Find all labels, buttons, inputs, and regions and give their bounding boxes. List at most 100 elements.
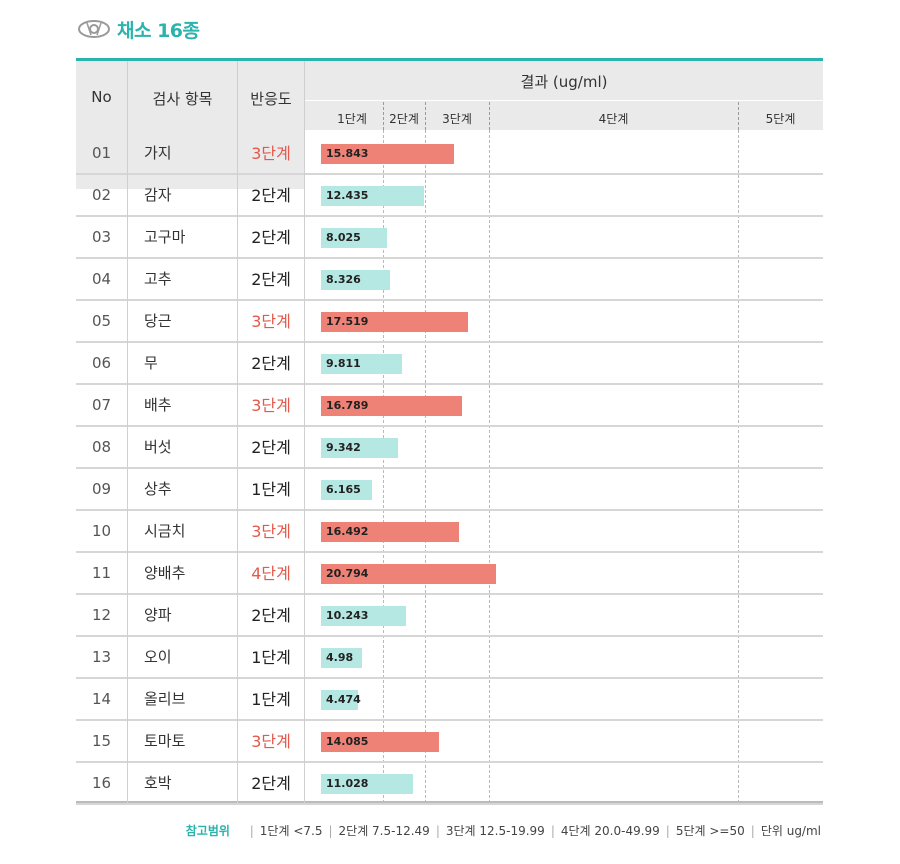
stage-gridline: [425, 130, 426, 803]
item-name: 올리브: [144, 690, 186, 708]
table-row: 11 양배추 4단계 20.794: [76, 553, 823, 595]
result-value: 10.243: [326, 609, 369, 622]
table-row: 06 무 2단계 9.811: [76, 343, 823, 385]
result-value: 15.843: [326, 147, 369, 160]
result-value: 16.789: [326, 399, 369, 412]
result-bar: [321, 228, 388, 248]
reaction-level: 1단계: [251, 690, 291, 709]
row-divider: [76, 383, 823, 385]
row-divider: [76, 215, 823, 217]
result-bar: [321, 648, 363, 668]
result-bar: [321, 522, 460, 542]
reaction-level: 1단계: [251, 480, 291, 499]
result-value: 4.474: [326, 693, 361, 706]
item-name: 고구마: [144, 228, 186, 246]
stage-label: 2단계: [389, 112, 419, 126]
table-row: 10 시금치 3단계 16.492: [76, 511, 823, 553]
stage-gridline: [489, 130, 490, 803]
column-separator: [304, 61, 305, 803]
footer-separator: |: [249, 824, 254, 838]
header-item-label: 검사 항목: [152, 90, 213, 108]
row-number: 12: [91, 606, 112, 624]
section-title: 채소 16종: [117, 19, 200, 42]
item-name: 가지: [144, 144, 172, 162]
table-row: 03 고구마 2단계 8.025: [76, 217, 823, 259]
table-row: 12 양파 2단계 10.243: [76, 595, 823, 637]
row-divider: [76, 719, 823, 721]
result-value: 20.794: [326, 567, 369, 580]
item-name: 고추: [144, 270, 172, 288]
item-name: 시금치: [144, 522, 186, 540]
table-top-border: [76, 58, 823, 61]
row-divider: [76, 509, 823, 511]
row-number: 13: [91, 648, 112, 666]
reference-range: 3단계 12.5-19.99: [445, 824, 545, 838]
row-number: 15: [91, 732, 112, 750]
result-value: 12.435: [326, 189, 369, 202]
result-bar: [321, 270, 390, 290]
row-number: 16: [91, 774, 112, 792]
reference-range: 2단계 7.5-12.49: [338, 824, 430, 838]
result-bar: [321, 564, 496, 584]
table-bottom-border: [76, 801, 823, 803]
row-number: 02: [91, 186, 112, 204]
row-number: 10: [91, 522, 112, 540]
result-bar: [321, 186, 425, 206]
result-bar: [321, 732, 439, 752]
footer-separator: |: [328, 824, 333, 838]
row-divider: [76, 551, 823, 553]
table-row: 15 토마토 3단계 14.085: [76, 721, 823, 763]
reaction-level: 2단계: [251, 186, 291, 205]
item-name: 상추: [144, 480, 172, 498]
result-value: 9.342: [326, 441, 361, 454]
header-reaction: 반응도: [238, 61, 304, 189]
row-divider: [76, 341, 823, 343]
result-value: 14.085: [326, 735, 369, 748]
reaction-level: 2단계: [251, 606, 291, 625]
result-bar: [321, 354, 403, 374]
row-divider: [76, 635, 823, 637]
result-bar: [321, 438, 399, 458]
table-row: 13 오이 1단계 4.98: [76, 637, 823, 679]
column-separator: [237, 61, 238, 803]
reaction-level: 2단계: [251, 438, 291, 457]
row-divider: [76, 803, 823, 805]
footer-separator: |: [550, 824, 555, 838]
reaction-level: 2단계: [251, 228, 291, 247]
stage-label: 3단계: [442, 112, 472, 126]
reference-range: 4단계 20.0-49.99: [560, 824, 660, 838]
result-bar: [321, 480, 372, 500]
result-value: 17.519: [326, 315, 369, 328]
reaction-level: 2단계: [251, 354, 291, 373]
result-bar: [321, 144, 454, 164]
item-name: 당근: [144, 312, 172, 330]
row-divider: [76, 257, 823, 259]
header-no-label: No: [91, 88, 112, 106]
stage-label: 4단계: [598, 112, 629, 126]
item-name: 양배추: [144, 564, 186, 582]
header-reaction-label: 반응도: [250, 90, 292, 108]
table-row: 04 고추 2단계 8.326: [76, 259, 823, 301]
row-number: 14: [91, 690, 112, 708]
table-row: 08 버섯 2단계 9.342: [76, 427, 823, 469]
header-stage-scale: [305, 101, 823, 130]
reference-range-footer: 참고범위 | 1단계 <7.5 | 2단계 7.5-12.49 | 3단계 12.5-19…: [186, 822, 821, 839]
item-name: 양파: [144, 606, 172, 624]
item-name: 무: [144, 354, 158, 372]
row-number: 04: [91, 270, 112, 288]
table-row: 07 배추 3단계 16.789: [76, 385, 823, 427]
result-value: 8.326: [326, 273, 361, 286]
result-value: 16.492: [326, 525, 369, 538]
table-row: 02 감자 2단계 12.435: [76, 175, 823, 217]
footer-separator: |: [750, 824, 755, 838]
row-divider: [76, 677, 823, 679]
row-number: 01: [91, 144, 112, 162]
result-value: 9.811: [326, 357, 361, 370]
result-value: 4.98: [326, 651, 354, 664]
reaction-level: 3단계: [251, 396, 291, 415]
item-name: 호박: [144, 774, 172, 792]
section-heading: 채소 16종: [77, 14, 200, 44]
item-name: 배추: [144, 396, 172, 414]
footer-separator: |: [665, 824, 670, 838]
item-name: 감자: [144, 186, 172, 204]
